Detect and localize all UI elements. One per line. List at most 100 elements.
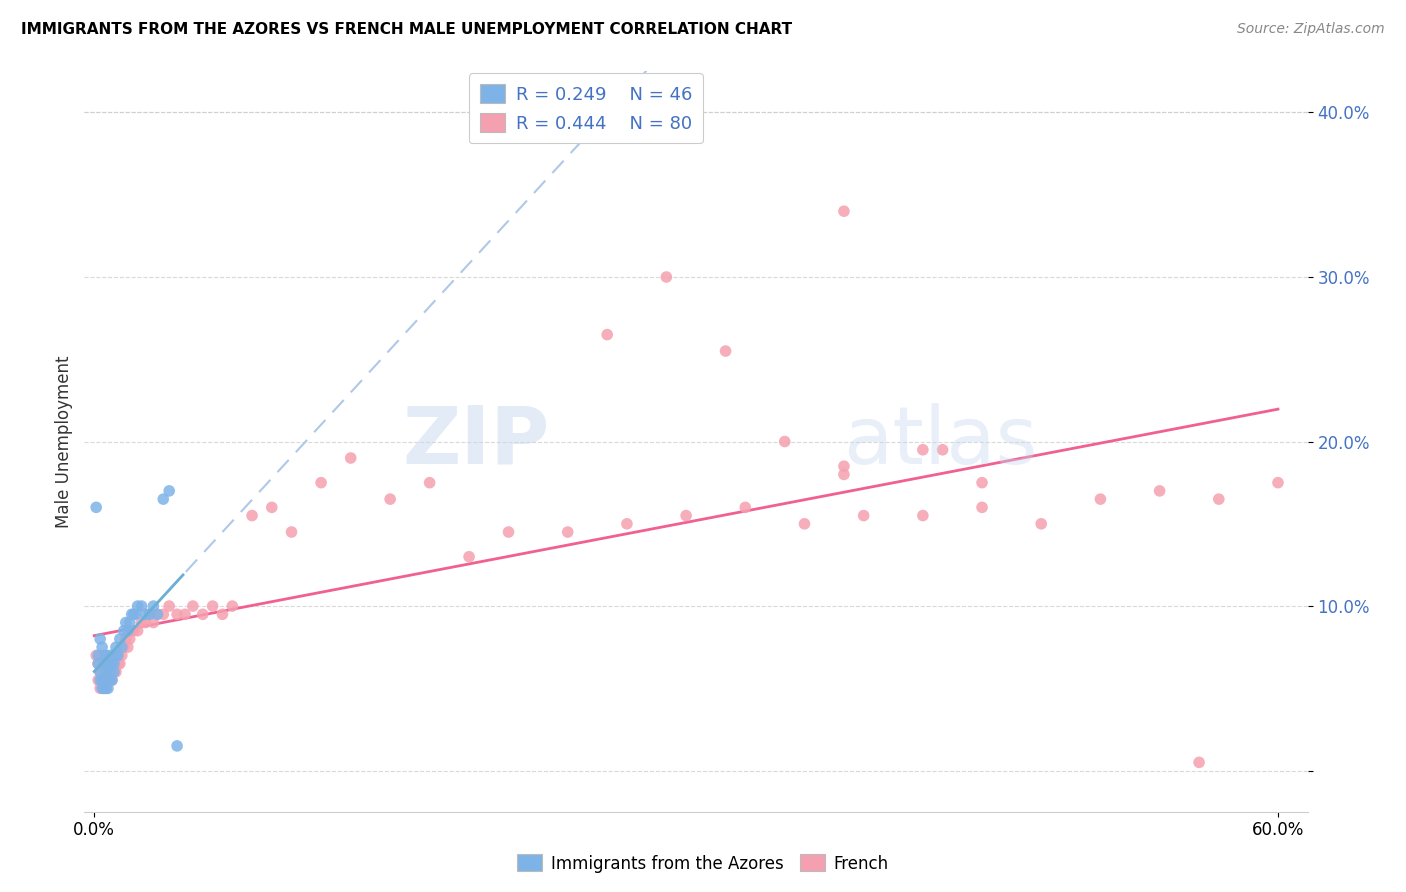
Point	[498, 524, 520, 539]
Point	[152, 607, 174, 622]
Text: IMMIGRANTS FROM THE AZORES VS FRENCH MALE UNEMPLOYMENT CORRELATION CHART: IMMIGRANTS FROM THE AZORES VS FRENCH MAL…	[21, 22, 792, 37]
Point	[616, 516, 638, 531]
Point	[97, 673, 120, 687]
Legend: Immigrants from the Azores, French: Immigrants from the Azores, French	[510, 847, 896, 880]
Point	[93, 657, 115, 671]
Point	[127, 624, 149, 638]
Point	[773, 434, 796, 449]
Point	[101, 673, 124, 687]
Point	[174, 607, 197, 622]
Point	[104, 665, 127, 679]
Point	[94, 648, 117, 663]
Point	[557, 524, 579, 539]
Point	[84, 648, 107, 663]
Point	[970, 475, 993, 490]
Point	[152, 492, 174, 507]
Point	[108, 657, 131, 671]
Legend: R = 0.249    N = 46, R = 0.444    N = 80: R = 0.249 N = 46, R = 0.444 N = 80	[468, 73, 703, 144]
Point	[91, 681, 114, 696]
Point	[89, 665, 111, 679]
Point	[97, 681, 120, 696]
Point	[114, 615, 136, 630]
Point	[101, 673, 124, 687]
Point	[734, 500, 756, 515]
Point	[103, 657, 125, 671]
Point	[211, 607, 233, 622]
Point	[91, 673, 114, 687]
Point	[832, 204, 855, 219]
Point	[380, 492, 402, 507]
Point	[98, 673, 121, 687]
Point	[201, 599, 224, 613]
Y-axis label: Male Unemployment: Male Unemployment	[55, 355, 73, 528]
Point	[117, 624, 139, 638]
Point	[419, 475, 441, 490]
Point	[970, 500, 993, 515]
Point	[89, 665, 111, 679]
Point	[89, 681, 111, 696]
Point	[191, 607, 214, 622]
Point	[112, 624, 135, 638]
Point	[127, 599, 149, 613]
Point	[104, 648, 127, 663]
Point	[117, 640, 139, 655]
Point	[89, 632, 111, 646]
Point	[98, 657, 121, 671]
Point	[714, 344, 737, 359]
Point	[94, 665, 117, 679]
Point	[108, 632, 131, 646]
Point	[339, 450, 361, 465]
Point	[98, 673, 121, 687]
Point	[87, 657, 110, 671]
Point	[87, 673, 110, 687]
Point	[146, 607, 169, 622]
Point	[911, 508, 934, 523]
Point	[280, 524, 302, 539]
Point	[93, 681, 115, 696]
Point	[832, 467, 855, 482]
Point	[1267, 475, 1289, 490]
Point	[1208, 492, 1230, 507]
Point	[458, 549, 481, 564]
Point	[101, 657, 124, 671]
Point	[98, 648, 121, 663]
Point	[1031, 516, 1053, 531]
Point	[131, 615, 153, 630]
Point	[309, 475, 332, 490]
Point	[104, 640, 127, 655]
Point	[166, 739, 188, 753]
Point	[1149, 483, 1171, 498]
Point	[118, 615, 141, 630]
Point	[91, 640, 114, 655]
Point	[832, 459, 855, 474]
Point	[911, 442, 934, 457]
Point	[655, 270, 678, 285]
Point	[97, 673, 120, 687]
Point	[931, 442, 953, 457]
Point	[146, 607, 169, 622]
Point	[89, 673, 111, 687]
Point	[131, 599, 153, 613]
Point	[97, 657, 120, 671]
Point	[596, 327, 619, 342]
Point	[135, 607, 157, 622]
Text: ZIP: ZIP	[402, 402, 550, 481]
Point	[114, 632, 136, 646]
Point	[103, 657, 125, 671]
Point	[138, 607, 160, 622]
Point	[166, 607, 188, 622]
Point	[103, 665, 125, 679]
Point	[1188, 756, 1211, 770]
Point	[93, 665, 115, 679]
Point	[103, 665, 125, 679]
Point	[104, 648, 127, 663]
Point	[107, 657, 129, 671]
Point	[111, 648, 134, 663]
Point	[221, 599, 243, 613]
Point	[121, 624, 143, 638]
Point	[93, 673, 115, 687]
Point	[142, 599, 165, 613]
Point	[142, 615, 165, 630]
Point	[793, 516, 815, 531]
Point	[91, 665, 114, 679]
